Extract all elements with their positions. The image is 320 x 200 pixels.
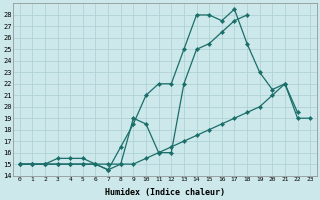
X-axis label: Humidex (Indice chaleur): Humidex (Indice chaleur)	[105, 188, 225, 197]
